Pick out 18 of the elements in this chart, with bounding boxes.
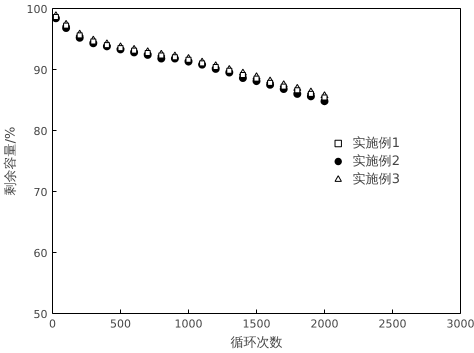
x-tick-label: 500: [110, 318, 131, 330]
x-axis-title: 循环次数: [230, 336, 282, 350]
x-tick-label: 3000: [446, 318, 474, 330]
y-tick-label: 100: [26, 3, 48, 16]
y-tick-label: 50: [34, 308, 48, 321]
x-tick-label: 1000: [174, 318, 203, 330]
y-tick-label: 90: [34, 64, 48, 77]
legend-label: 实施例2: [352, 152, 400, 170]
x-tick-label: 2500: [378, 318, 407, 330]
y-axis-title: 剩余容量/%: [2, 126, 19, 196]
legend-label: 实施例3: [352, 170, 400, 188]
x-tick-label: 0: [49, 318, 56, 330]
x-tick-label: 2000: [310, 318, 339, 330]
x-tick-label: 1500: [242, 318, 271, 330]
y-tick-label: 60: [34, 247, 48, 260]
legend-label: 实施例1: [352, 134, 400, 152]
y-tick-label: 80: [34, 125, 48, 138]
y-tick-label: 70: [34, 186, 48, 199]
